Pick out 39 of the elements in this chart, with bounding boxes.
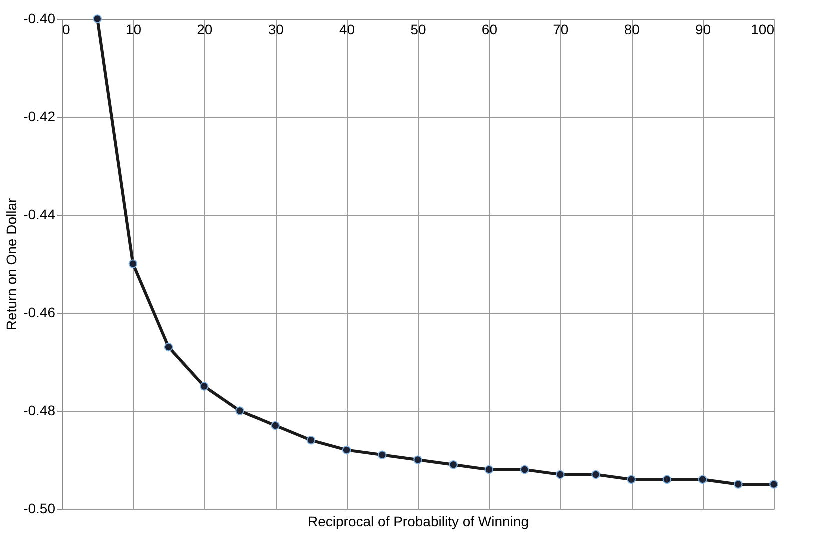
x-tick-label: 60 — [482, 22, 498, 38]
y-tick-label: -0.42 — [24, 108, 56, 124]
x-tick-label: 40 — [340, 22, 356, 38]
point — [93, 14, 102, 24]
y-tick-label: -0.44 — [24, 206, 56, 222]
x-tick-label: 90 — [696, 22, 712, 38]
x-tick-label: 10 — [126, 22, 142, 38]
y-tick-label: -0.48 — [24, 402, 56, 418]
point — [520, 465, 530, 474]
point — [734, 480, 743, 489]
x-tick-label: 70 — [553, 22, 569, 38]
point — [449, 460, 458, 470]
x-tick-label: 50 — [410, 22, 426, 38]
point — [698, 475, 708, 484]
x-tick-label: 20 — [197, 22, 213, 38]
point — [378, 450, 387, 460]
y-tick-label: -0.40 — [24, 10, 56, 26]
x-tick-label: 100 — [751, 22, 775, 38]
x-tick-label: 80 — [624, 22, 640, 38]
y-tick-label: -0.50 — [24, 500, 56, 516]
point — [592, 470, 600, 480]
point — [770, 480, 778, 489]
point — [662, 475, 672, 484]
point — [236, 406, 244, 416]
point — [128, 260, 138, 268]
point — [627, 475, 636, 484]
point — [164, 342, 174, 352]
point — [200, 382, 209, 391]
y-axis-title: Return on One Dollar — [4, 198, 20, 331]
point — [271, 421, 280, 430]
point — [484, 465, 494, 474]
point — [306, 436, 316, 445]
x-tick-label: 0 — [62, 22, 70, 38]
x-tick-label: 30 — [268, 22, 284, 38]
point — [556, 470, 565, 480]
y-tick-label: -0.46 — [24, 304, 56, 320]
point — [342, 446, 352, 455]
x-axis-title: Reciprocal of Probability of Winning — [308, 514, 529, 530]
point — [414, 456, 422, 464]
